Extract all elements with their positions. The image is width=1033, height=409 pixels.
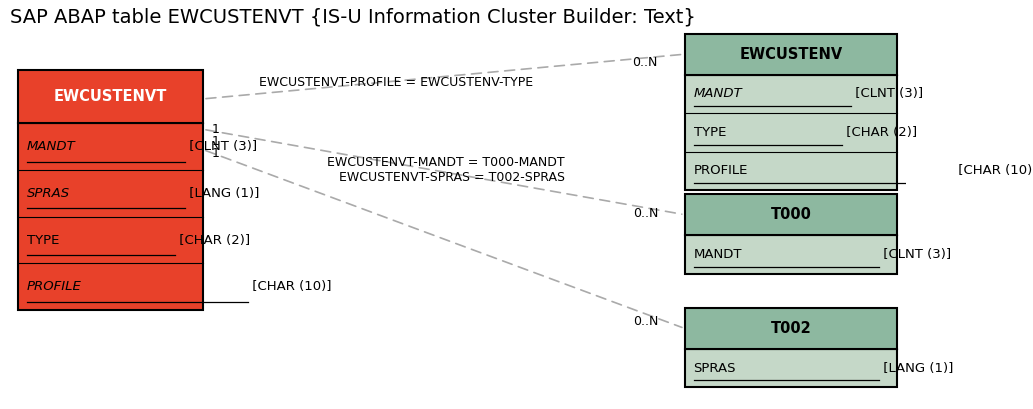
Text: SPRAS: SPRAS — [27, 187, 70, 200]
Text: SAP ABAP table EWCUSTENVT {IS-U Information Cluster Builder: Text}: SAP ABAP table EWCUSTENVT {IS-U Informat… — [10, 7, 696, 27]
Text: MANDT: MANDT — [27, 140, 75, 153]
Text: [LANG (1)]: [LANG (1)] — [879, 362, 953, 375]
Text: [CHAR (2)]: [CHAR (2)] — [176, 234, 250, 247]
Bar — [685, 308, 898, 349]
Bar — [685, 74, 898, 113]
Text: TYPE: TYPE — [693, 126, 726, 139]
Text: 1: 1 — [212, 147, 219, 160]
Text: TYPE: TYPE — [27, 234, 59, 247]
Bar — [685, 34, 898, 190]
Text: [CLNT (3)]: [CLNT (3)] — [185, 140, 256, 153]
Text: [CHAR (2)]: [CHAR (2)] — [842, 126, 917, 139]
Text: T002: T002 — [771, 321, 811, 336]
Text: MANDT: MANDT — [693, 248, 742, 261]
Text: PROFILE: PROFILE — [693, 164, 748, 178]
Text: [CHAR (10)]: [CHAR (10)] — [248, 280, 332, 293]
Text: MANDT: MANDT — [693, 87, 743, 100]
Text: 1: 1 — [212, 135, 219, 148]
Text: T000: T000 — [771, 207, 811, 222]
Text: [CHAR (10)]: [CHAR (10)] — [953, 164, 1033, 178]
Bar — [18, 70, 204, 123]
Text: EWCUSTENVT: EWCUSTENVT — [54, 89, 167, 104]
Text: 0..N: 0..N — [632, 56, 657, 69]
Bar — [685, 34, 898, 74]
Text: EWCUSTENVT-PROFILE = EWCUSTENV-TYPE: EWCUSTENVT-PROFILE = EWCUSTENV-TYPE — [259, 76, 533, 89]
Bar — [18, 170, 204, 217]
Text: EWCUSTENVT-MANDT = T000-MANDT
   EWCUSTENVT-SPRAS = T002-SPRAS: EWCUSTENVT-MANDT = T000-MANDT EWCUSTENVT… — [327, 156, 565, 184]
Text: PROFILE: PROFILE — [27, 280, 82, 293]
Bar — [18, 263, 204, 310]
Text: 0..N: 0..N — [633, 207, 658, 220]
Bar — [685, 113, 898, 152]
Text: SPRAS: SPRAS — [693, 362, 737, 375]
Text: EWCUSTENV: EWCUSTENV — [740, 47, 843, 62]
Bar — [685, 194, 898, 235]
Bar — [685, 349, 898, 387]
Bar — [18, 123, 204, 170]
Bar — [685, 308, 898, 387]
Text: [CLNT (3)]: [CLNT (3)] — [851, 87, 924, 100]
Bar — [18, 217, 204, 263]
Text: [CLNT (3)]: [CLNT (3)] — [879, 248, 951, 261]
Bar — [685, 235, 898, 274]
Bar — [685, 194, 898, 274]
Text: 1: 1 — [212, 123, 219, 136]
Text: 0..N: 0..N — [633, 315, 658, 328]
Bar — [685, 152, 898, 190]
Text: [LANG (1)]: [LANG (1)] — [185, 187, 259, 200]
Bar — [18, 70, 204, 310]
